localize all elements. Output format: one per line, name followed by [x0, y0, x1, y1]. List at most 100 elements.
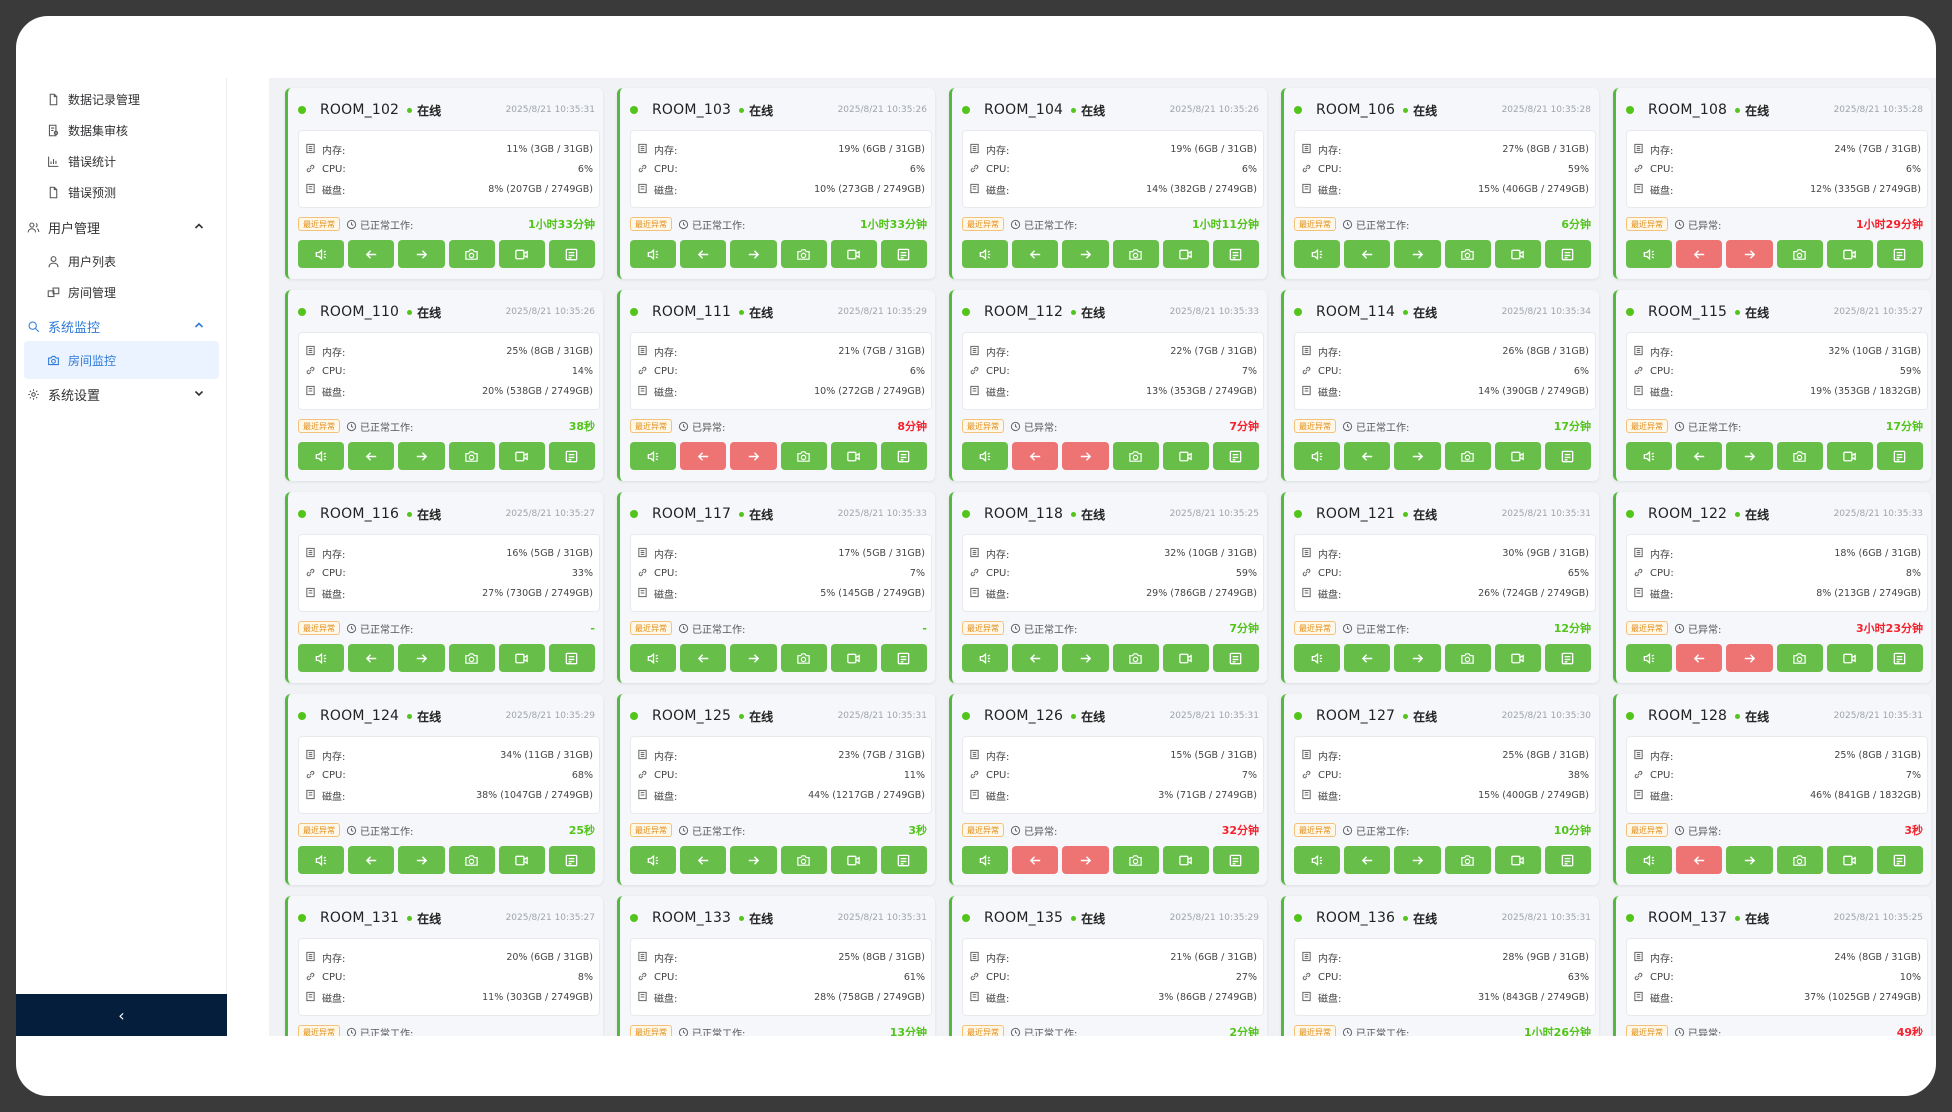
speaker-button[interactable] — [298, 240, 345, 268]
screen-button[interactable] — [880, 846, 928, 874]
arrow-left-button[interactable] — [1012, 240, 1059, 268]
arrow-left-button[interactable] — [348, 846, 395, 874]
arrow-left-button[interactable] — [1344, 442, 1391, 470]
arrow-left-button[interactable] — [1676, 240, 1723, 268]
arrow-right-button[interactable] — [1726, 442, 1773, 470]
speaker-button[interactable] — [298, 442, 345, 470]
sidebar-collapse-button[interactable]: ‹ — [16, 994, 227, 1036]
arrow-left-button[interactable] — [348, 442, 395, 470]
video-button[interactable] — [1494, 240, 1541, 268]
camera-button[interactable] — [448, 846, 495, 874]
recent-abnormal-badge[interactable]: 最近异常 — [298, 621, 340, 635]
sidebar-item-5[interactable]: 用户列表 — [16, 242, 227, 280]
arrow-right-button[interactable] — [398, 846, 445, 874]
arrow-right-button[interactable] — [1062, 644, 1109, 672]
arrow-right-button[interactable] — [1394, 240, 1441, 268]
arrow-right-button[interactable] — [1394, 846, 1441, 874]
camera-button[interactable] — [448, 442, 495, 470]
video-button[interactable] — [1826, 240, 1873, 268]
screen-button[interactable] — [1876, 846, 1924, 874]
sidebar-item-1[interactable]: 数据集审核 — [16, 111, 227, 149]
recent-abnormal-badge[interactable]: 最近异常 — [1626, 1025, 1668, 1036]
sidebar-item-9[interactable]: 系统设置 — [16, 375, 227, 413]
screen-button[interactable] — [1876, 644, 1924, 672]
arrow-left-button[interactable] — [1012, 644, 1059, 672]
speaker-button[interactable] — [1294, 442, 1341, 470]
speaker-button[interactable] — [1626, 442, 1673, 470]
camera-button[interactable] — [1776, 644, 1823, 672]
video-button[interactable] — [1826, 442, 1873, 470]
screen-button[interactable] — [1544, 846, 1592, 874]
sidebar-item-4[interactable]: 用户管理 — [16, 208, 227, 246]
camera-button[interactable] — [1776, 240, 1823, 268]
video-button[interactable] — [1162, 846, 1209, 874]
recent-abnormal-badge[interactable]: 最近异常 — [1294, 419, 1336, 433]
recent-abnormal-badge[interactable]: 最近异常 — [630, 419, 672, 433]
screen-button[interactable] — [1544, 240, 1592, 268]
recent-abnormal-badge[interactable]: 最近异常 — [962, 823, 1004, 837]
arrow-right-button[interactable] — [1062, 846, 1109, 874]
arrow-left-button[interactable] — [1344, 644, 1391, 672]
arrow-left-button[interactable] — [1676, 442, 1723, 470]
sidebar-item-3[interactable]: 错误预测 — [16, 173, 227, 211]
recent-abnormal-badge[interactable]: 最近异常 — [298, 823, 340, 837]
arrow-left-button[interactable] — [1676, 846, 1723, 874]
screen-button[interactable] — [1212, 644, 1260, 672]
recent-abnormal-badge[interactable]: 最近异常 — [630, 823, 672, 837]
screen-button[interactable] — [1212, 846, 1260, 874]
recent-abnormal-badge[interactable]: 最近异常 — [298, 1025, 340, 1036]
arrow-right-button[interactable] — [730, 442, 777, 470]
arrow-right-button[interactable] — [398, 644, 445, 672]
camera-button[interactable] — [1444, 846, 1491, 874]
screen-button[interactable] — [1876, 442, 1924, 470]
speaker-button[interactable] — [962, 442, 1009, 470]
recent-abnormal-badge[interactable]: 最近异常 — [962, 217, 1004, 231]
camera-button[interactable] — [1112, 846, 1159, 874]
screen-button[interactable] — [880, 240, 928, 268]
camera-button[interactable] — [448, 644, 495, 672]
screen-button[interactable] — [1212, 442, 1260, 470]
camera-button[interactable] — [1444, 240, 1491, 268]
screen-button[interactable] — [880, 442, 928, 470]
camera-button[interactable] — [780, 846, 827, 874]
video-button[interactable] — [498, 240, 545, 268]
speaker-button[interactable] — [1626, 240, 1673, 268]
arrow-right-button[interactable] — [1394, 442, 1441, 470]
recent-abnormal-badge[interactable]: 最近异常 — [1294, 823, 1336, 837]
arrow-right-button[interactable] — [398, 442, 445, 470]
screen-button[interactable] — [548, 644, 596, 672]
arrow-left-button[interactable] — [680, 240, 727, 268]
screen-button[interactable] — [1876, 240, 1924, 268]
screen-button[interactable] — [548, 442, 596, 470]
speaker-button[interactable] — [962, 644, 1009, 672]
speaker-button[interactable] — [1294, 644, 1341, 672]
speaker-button[interactable] — [1626, 644, 1673, 672]
arrow-right-button[interactable] — [1062, 240, 1109, 268]
recent-abnormal-badge[interactable]: 最近异常 — [1626, 621, 1668, 635]
video-button[interactable] — [1162, 442, 1209, 470]
arrow-left-button[interactable] — [348, 644, 395, 672]
recent-abnormal-badge[interactable]: 最近异常 — [1294, 1025, 1336, 1036]
recent-abnormal-badge[interactable]: 最近异常 — [1626, 419, 1668, 433]
recent-abnormal-badge[interactable]: 最近异常 — [1294, 217, 1336, 231]
speaker-button[interactable] — [298, 846, 345, 874]
arrow-left-button[interactable] — [680, 644, 727, 672]
sidebar-item-6[interactable]: 房间管理 — [16, 273, 227, 311]
screen-button[interactable] — [548, 240, 596, 268]
video-button[interactable] — [498, 846, 545, 874]
arrow-left-button[interactable] — [348, 240, 395, 268]
video-button[interactable] — [830, 644, 877, 672]
arrow-left-button[interactable] — [1344, 240, 1391, 268]
video-button[interactable] — [1494, 846, 1541, 874]
video-button[interactable] — [830, 442, 877, 470]
recent-abnormal-badge[interactable]: 最近异常 — [962, 1025, 1004, 1036]
video-button[interactable] — [1162, 644, 1209, 672]
arrow-right-button[interactable] — [730, 644, 777, 672]
recent-abnormal-badge[interactable]: 最近异常 — [630, 1025, 672, 1036]
speaker-button[interactable] — [1626, 846, 1673, 874]
camera-button[interactable] — [1112, 240, 1159, 268]
camera-button[interactable] — [1112, 442, 1159, 470]
video-button[interactable] — [1494, 442, 1541, 470]
arrow-left-button[interactable] — [680, 442, 727, 470]
arrow-left-button[interactable] — [1344, 846, 1391, 874]
